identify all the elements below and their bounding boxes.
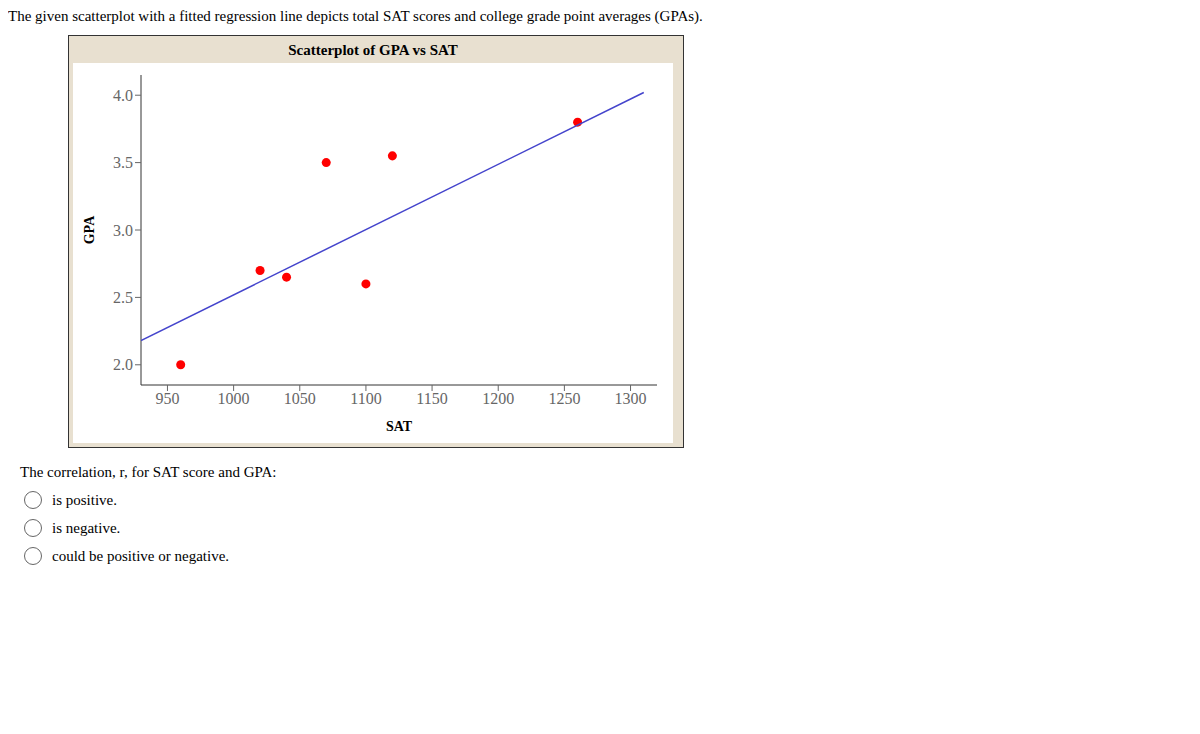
svg-text:1150: 1150 (416, 390, 447, 407)
html-text:Scatterplot of GPA vs SAT: Scatterplot of GPA vs SAT (288, 42, 458, 58)
html-text:is positive.: is positive. (52, 491, 117, 508)
html-text:The correlation, r, for SAT sc: The correlation, r, for SAT score and GP… (20, 464, 277, 480)
html-text:The given scatterplot with a f: The given scatterplot with a fitted regr… (8, 8, 703, 24)
svg-text:1300: 1300 (615, 390, 647, 407)
svg-text:SAT: SAT (386, 419, 413, 434)
svg-text:2.5: 2.5 (113, 289, 133, 306)
html-text:is negative.: is negative. (52, 519, 121, 536)
svg-text:1000: 1000 (218, 390, 250, 407)
svg-text:2.0: 2.0 (113, 356, 133, 373)
svg-text:1200: 1200 (482, 390, 514, 407)
svg-text:GPA: GPA (82, 215, 97, 244)
svg-text:1100: 1100 (350, 390, 381, 407)
svg-text:3.0: 3.0 (113, 222, 133, 239)
svg-text:950: 950 (155, 390, 179, 407)
svg-text:4.0: 4.0 (113, 87, 133, 104)
html-text:could be positive or negative.: could be positive or negative. (52, 547, 229, 564)
svg-text:3.5: 3.5 (113, 154, 133, 171)
svg-text:1250: 1250 (548, 390, 580, 407)
svg-text:1050: 1050 (284, 390, 316, 407)
